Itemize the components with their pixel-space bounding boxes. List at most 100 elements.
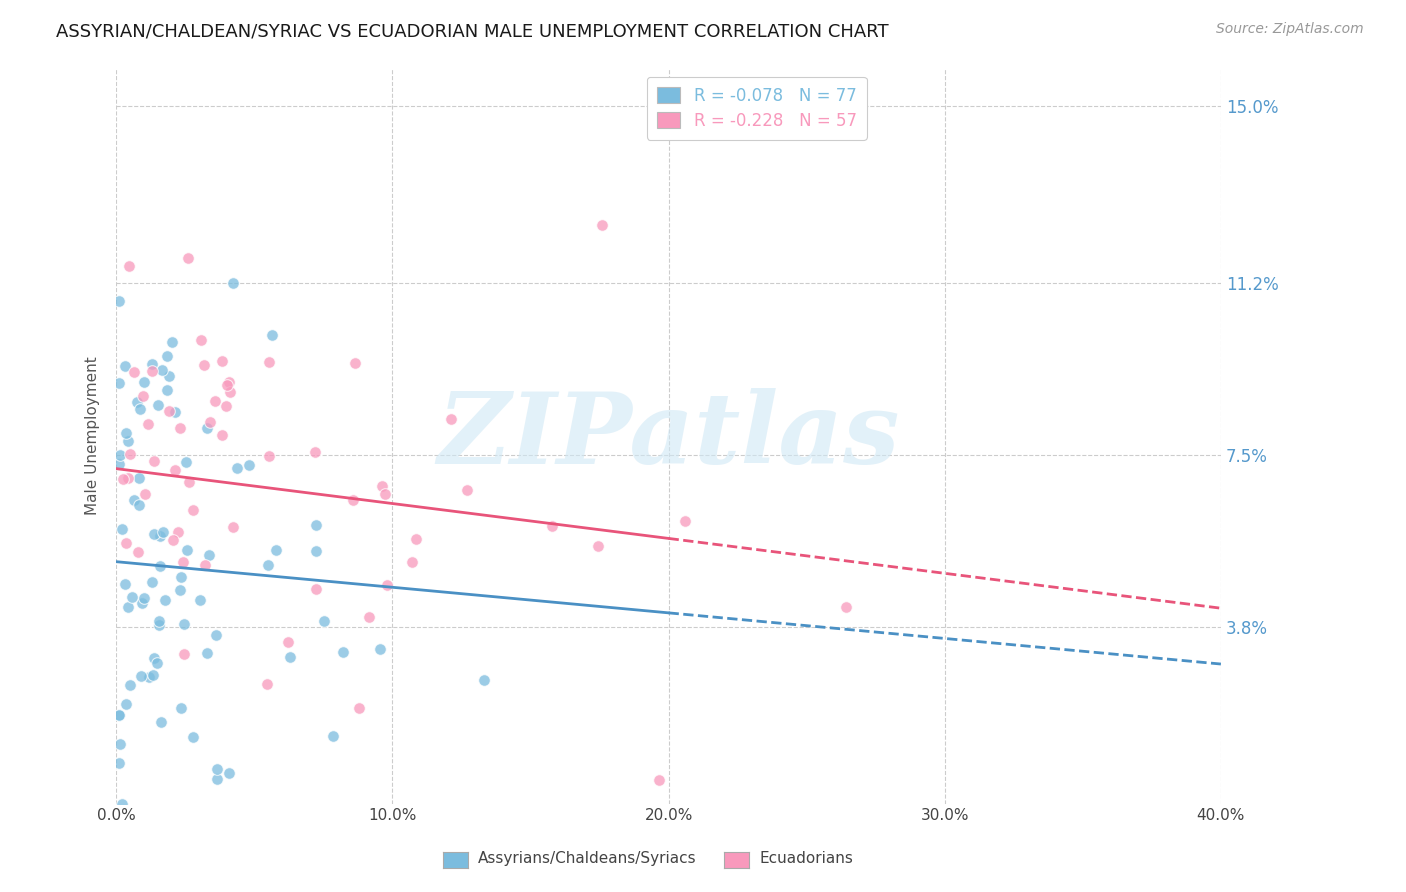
Point [205,772,228,786]
Point [305,582,328,596]
Point [405,533,427,547]
Point [153,593,176,607]
Point [142,651,165,665]
Point [198,548,221,562]
Point [205,628,228,642]
Point [835,600,858,615]
Point [150,714,173,729]
Point [117,470,139,484]
Point [215,378,238,392]
Point [342,492,364,507]
Point [172,555,194,569]
Text: ASSYRIAN/CHALDEAN/SYRIAC VS ECUADORIAN MALE UNEMPLOYMENT CORRELATION CHART: ASSYRIAN/CHALDEAN/SYRIAC VS ECUADORIAN M… [56,22,889,40]
Point [219,384,242,399]
Point [115,425,138,440]
Point [257,449,280,463]
Point [225,461,247,475]
Point [128,471,150,485]
Point [115,697,138,711]
Point [134,375,156,389]
Point [312,614,335,628]
Point [204,394,226,409]
Point [148,614,170,628]
Point [111,797,134,811]
Point [190,334,212,348]
Point [163,463,186,477]
Point [152,524,174,539]
Point [347,700,370,714]
Point [375,578,398,592]
Point [122,365,145,379]
Point [108,294,131,309]
Point [181,730,204,744]
Point [136,417,159,431]
Point [132,388,155,402]
Point [156,350,179,364]
Point [176,543,198,558]
Point [264,543,287,558]
Y-axis label: Male Unemployment: Male Unemployment [86,357,100,516]
Text: Ecuadorians: Ecuadorians [759,851,853,865]
Point [197,646,219,660]
Point [162,533,184,548]
Point [586,539,609,553]
Point [110,522,132,536]
Point [157,403,180,417]
Point [440,412,463,426]
Point [143,526,166,541]
Point [169,582,191,597]
Text: Source: ZipAtlas.com: Source: ZipAtlas.com [1216,22,1364,37]
Point [221,520,243,534]
Point [322,729,344,743]
Point [257,355,280,369]
Point [108,376,131,390]
Point [591,219,613,233]
Point [193,358,215,372]
Point [238,458,260,472]
Point [118,678,141,692]
Point [173,616,195,631]
Point [371,479,394,493]
Point [160,335,183,350]
Point [117,434,139,448]
Point [142,668,165,682]
Point [108,457,131,471]
Point [456,483,478,497]
Text: Assyrians/Chaldeans/Syriacs: Assyrians/Chaldeans/Syriacs [478,851,696,865]
Point [148,618,170,632]
Point [149,529,172,543]
Point [174,455,197,469]
Point [131,596,153,610]
Legend: R = -0.078   N = 77, R = -0.228   N = 57: R = -0.078 N = 77, R = -0.228 N = 57 [647,77,866,139]
Point [368,642,391,657]
Point [108,708,131,723]
Point [117,600,139,615]
Point [138,670,160,684]
Point [278,650,301,665]
Point [141,575,163,590]
Point [673,515,696,529]
Point [108,448,131,462]
Point [128,401,150,416]
Point [141,357,163,371]
Point [112,472,135,486]
Point [115,536,138,550]
Point [118,447,141,461]
Point [169,701,191,715]
Point [146,656,169,670]
Point [177,252,200,266]
Point [648,773,671,788]
Point [205,762,228,776]
Point [344,356,367,370]
Point [200,415,222,429]
Point [374,486,396,500]
Point [260,327,283,342]
Point [118,259,141,273]
Point [332,645,354,659]
Point [142,454,165,468]
Point [127,395,149,409]
Point [218,375,240,389]
Point [173,647,195,661]
Point [141,364,163,378]
Point [256,677,278,691]
